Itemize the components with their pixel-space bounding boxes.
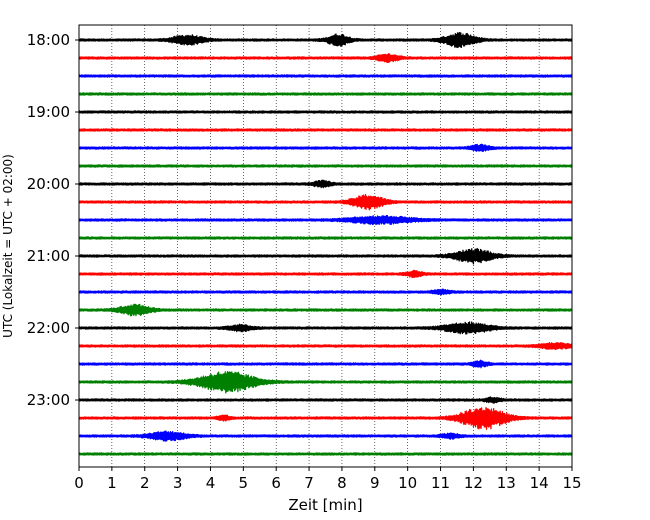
x-tick-label-5: 5 — [239, 474, 249, 492]
x-tick-label-6: 6 — [271, 474, 281, 492]
y-tick-label-2: 20:00 — [27, 175, 70, 193]
trace-2030 — [78, 214, 573, 226]
x-tick-label-13: 13 — [497, 474, 516, 492]
trace-2330 — [78, 430, 573, 442]
trace-1900 — [78, 110, 573, 114]
trace-1945 — [78, 164, 573, 168]
x-tick-label-1: 1 — [107, 474, 117, 492]
trace-2100 — [78, 247, 573, 265]
y-tick-label-1: 19:00 — [27, 103, 70, 121]
trace-2145 — [78, 303, 573, 317]
x-tick-label-8: 8 — [337, 474, 347, 492]
x-axis-label: Zeit [min] — [288, 496, 362, 514]
x-tick-label-2: 2 — [140, 474, 150, 492]
trace-2015 — [78, 194, 573, 211]
x-axis-ticks: 0 1 2 3 4 5 6 7 8 9 10 11 12 13 14 15 — [74, 467, 582, 492]
trace-2130 — [78, 288, 573, 296]
y-tick-label-4: 22:00 — [27, 319, 70, 337]
trace-1800 — [78, 31, 573, 49]
x-tick-label-3: 3 — [173, 474, 183, 492]
trace-2300 — [78, 396, 573, 404]
x-tick-label-7: 7 — [304, 474, 314, 492]
x-tick-label-11: 11 — [431, 474, 450, 492]
x-tick-label-10: 10 — [398, 474, 417, 492]
x-tick-label-4: 4 — [206, 474, 216, 492]
x-tick-label-0: 0 — [74, 474, 84, 492]
trace-1915 — [78, 128, 573, 132]
trace-2000 — [78, 179, 573, 189]
trace-2200 — [78, 321, 573, 335]
traces — [78, 31, 573, 456]
y-tick-label-3: 21:00 — [27, 247, 70, 265]
trace-2245 — [78, 370, 573, 394]
trace-2345 — [78, 452, 573, 456]
trace-2215 — [78, 342, 573, 351]
trace-1845 — [78, 92, 573, 96]
x-tick-label-12: 12 — [464, 474, 483, 492]
trace-2115 — [78, 269, 573, 279]
trace-2230 — [78, 359, 573, 369]
x-tick-label-15: 15 — [562, 474, 581, 492]
trace-1815 — [78, 53, 573, 64]
x-tick-label-9: 9 — [370, 474, 380, 492]
y-axis-label: UTC (Lokalzeit = UTC + 02:00) — [1, 154, 15, 338]
trace-1830 — [78, 74, 573, 78]
trace-2315 — [78, 407, 573, 430]
x-tick-label-14: 14 — [530, 474, 549, 492]
y-tick-label-5: 23:00 — [27, 391, 70, 409]
plot-frame — [78, 24, 573, 468]
y-tick-label-0: 18:00 — [27, 31, 70, 49]
trace-1930 — [78, 143, 573, 153]
y-axis-ticks: 18:00 19:00 20:00 21:00 22:00 23:00 — [27, 31, 79, 409]
trace-2045 — [78, 236, 573, 240]
